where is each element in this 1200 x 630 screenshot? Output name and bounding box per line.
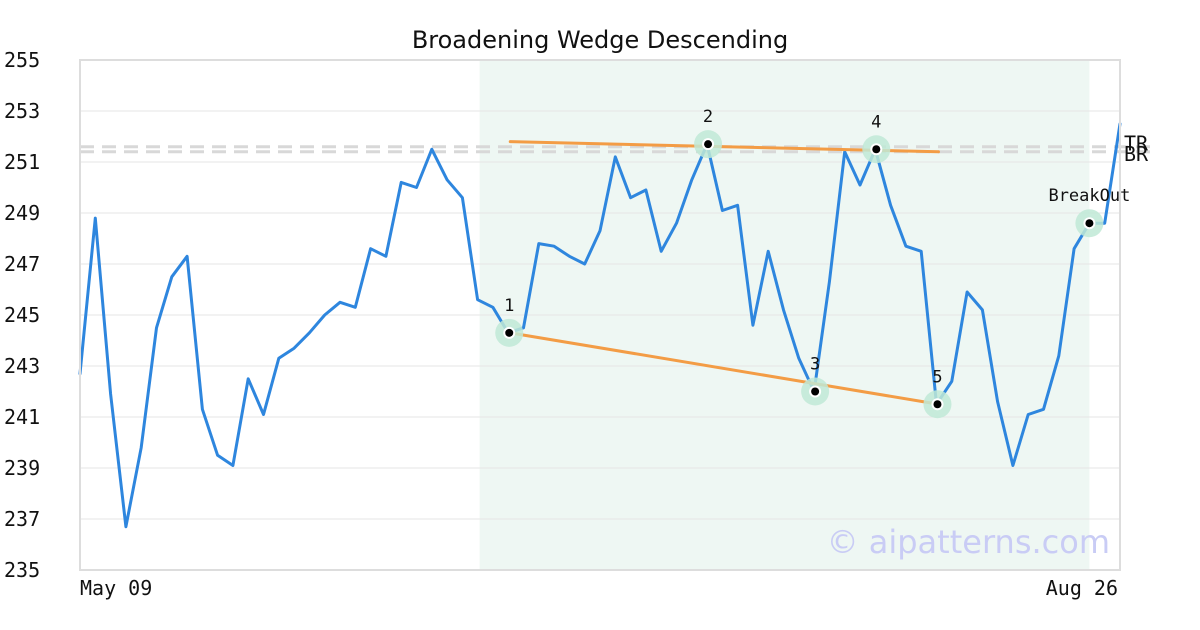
grid-lines	[80, 110, 1120, 520]
price-series	[78, 122, 1122, 529]
annotation-label-4: 4	[871, 112, 881, 132]
price-line	[78, 122, 1122, 529]
y-tick-label: 243	[4, 354, 40, 378]
y-tick-label: 239	[4, 456, 40, 480]
y-tick-label: 253	[4, 99, 40, 123]
x-tick-end: Aug 26	[1046, 576, 1118, 600]
marker-dot-2	[704, 140, 713, 149]
chart-title: Broadening Wedge Descending	[412, 26, 788, 54]
trendline-lower	[508, 331, 940, 406]
annotation-label-1: 1	[504, 296, 514, 316]
annotation-label-breakout: BreakOut	[1048, 186, 1130, 206]
level-label-br: BR	[1124, 142, 1149, 166]
pattern-markers: 1 2 3 4 5 BreakOut	[495, 107, 1130, 419]
watermark: © aipatterns.com	[827, 523, 1110, 561]
marker-dot-3	[811, 387, 820, 396]
y-tick-label: 235	[4, 558, 40, 582]
marker-dot-5	[933, 400, 942, 409]
annotation-label-2: 2	[703, 107, 713, 127]
y-tick-label: 247	[4, 252, 40, 276]
marker-dot-1	[505, 328, 514, 337]
y-tick-label: 237	[4, 507, 40, 531]
marker-dot-4	[872, 145, 881, 154]
y-tick-label: 251	[4, 150, 40, 174]
plot-frame	[79, 59, 1121, 571]
marker-dot-breakout	[1085, 219, 1094, 228]
y-tick-label: 255	[4, 48, 40, 72]
annotation-label-3: 3	[810, 355, 820, 375]
annotation-label-5: 5	[932, 367, 942, 387]
y-tick-label: 249	[4, 201, 40, 225]
x-tick-start: May 09	[80, 576, 152, 600]
y-tick-label: 241	[4, 405, 40, 429]
y-tick-label: 245	[4, 303, 40, 327]
axis-ticks: 235 237 239 241 243 245 247 249 251 253 255	[4, 48, 40, 582]
